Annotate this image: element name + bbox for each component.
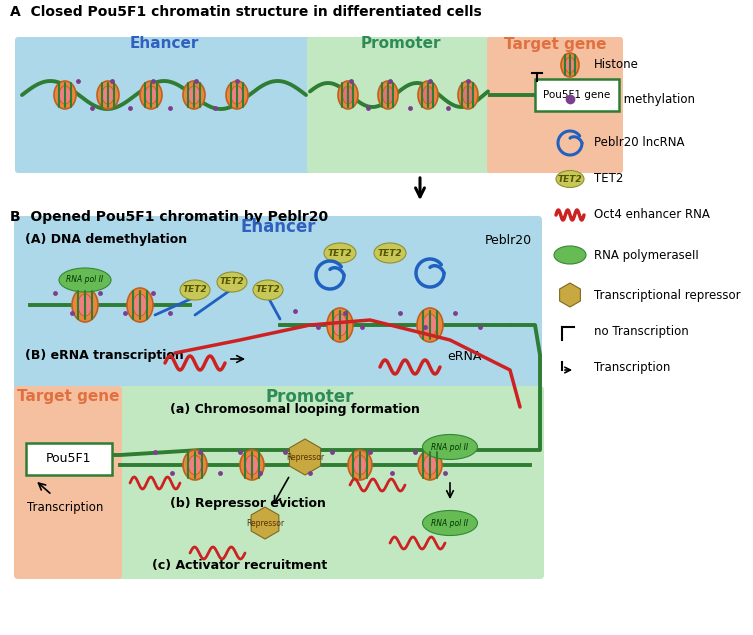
Text: (b) Repressor eviction: (b) Repressor eviction <box>170 497 326 509</box>
Ellipse shape <box>462 86 474 104</box>
Text: Target gene: Target gene <box>17 389 119 404</box>
Ellipse shape <box>324 243 356 263</box>
FancyBboxPatch shape <box>14 216 542 424</box>
Text: Repressor: Repressor <box>286 453 324 462</box>
Ellipse shape <box>231 86 243 104</box>
Ellipse shape <box>423 314 437 336</box>
Text: Peblr20: Peblr20 <box>485 234 532 246</box>
Text: TET2: TET2 <box>378 248 402 258</box>
Ellipse shape <box>188 455 202 475</box>
Ellipse shape <box>245 455 258 475</box>
Ellipse shape <box>140 81 162 109</box>
FancyBboxPatch shape <box>535 79 619 111</box>
Ellipse shape <box>561 53 579 77</box>
Text: Promoter: Promoter <box>266 388 354 406</box>
Ellipse shape <box>217 272 247 292</box>
FancyBboxPatch shape <box>15 37 313 173</box>
Ellipse shape <box>422 86 434 104</box>
Ellipse shape <box>417 308 443 342</box>
Ellipse shape <box>423 455 437 475</box>
Text: B  Opened Pou5F1 chromatin by Peblr20: B Opened Pou5F1 chromatin by Peblr20 <box>10 210 328 224</box>
Polygon shape <box>559 283 581 307</box>
Text: eRNA: eRNA <box>447 351 481 363</box>
Text: RNA pol II: RNA pol II <box>431 519 468 528</box>
Ellipse shape <box>127 288 153 322</box>
Ellipse shape <box>353 455 367 475</box>
Ellipse shape <box>556 171 584 187</box>
Ellipse shape <box>226 81 248 109</box>
Ellipse shape <box>253 280 283 300</box>
Ellipse shape <box>180 280 210 300</box>
Ellipse shape <box>383 86 394 104</box>
FancyBboxPatch shape <box>26 443 112 475</box>
Ellipse shape <box>378 81 398 109</box>
Text: Transcription: Transcription <box>27 500 103 514</box>
Polygon shape <box>289 439 321 475</box>
FancyBboxPatch shape <box>307 37 495 173</box>
Ellipse shape <box>458 81 478 109</box>
Ellipse shape <box>97 81 119 109</box>
FancyBboxPatch shape <box>14 386 122 579</box>
Ellipse shape <box>422 511 477 535</box>
Text: Histone: Histone <box>594 58 639 72</box>
Text: (a) Chromosomal looping formation: (a) Chromosomal looping formation <box>170 403 420 417</box>
Ellipse shape <box>374 243 406 263</box>
Ellipse shape <box>133 294 147 316</box>
Text: Oct4 enhancer RNA: Oct4 enhancer RNA <box>594 208 710 222</box>
Text: (c) Activator recruitment: (c) Activator recruitment <box>152 559 328 572</box>
Ellipse shape <box>348 450 372 480</box>
Text: TET2: TET2 <box>220 277 244 286</box>
Ellipse shape <box>338 81 358 109</box>
Ellipse shape <box>54 81 76 109</box>
Ellipse shape <box>422 434 477 460</box>
Ellipse shape <box>327 308 353 342</box>
Text: Transcriptional repressor: Transcriptional repressor <box>594 288 741 302</box>
Ellipse shape <box>183 450 207 480</box>
Text: no Transcription: no Transcription <box>594 326 689 338</box>
Text: Pou5F1: Pou5F1 <box>46 453 92 465</box>
FancyBboxPatch shape <box>111 386 544 579</box>
Text: (B) eRNA transcription: (B) eRNA transcription <box>25 349 184 361</box>
Ellipse shape <box>72 288 98 322</box>
Polygon shape <box>252 507 279 539</box>
Text: (A) DNA demethylation: (A) DNA demethylation <box>25 234 187 246</box>
Text: A  Closed Pou5F1 chromatin structure in differentiated cells: A Closed Pou5F1 chromatin structure in d… <box>10 5 482 19</box>
Text: Promoter: Promoter <box>361 36 441 51</box>
Text: TET2: TET2 <box>328 248 352 258</box>
Text: TET2: TET2 <box>183 286 207 295</box>
Ellipse shape <box>102 86 114 104</box>
Ellipse shape <box>78 294 92 316</box>
Text: TET2: TET2 <box>558 175 582 184</box>
Ellipse shape <box>183 81 205 109</box>
Text: RNA pol II: RNA pol II <box>431 443 468 451</box>
Ellipse shape <box>554 246 586 264</box>
Text: Ehancer: Ehancer <box>240 218 316 236</box>
Ellipse shape <box>418 450 442 480</box>
Text: Peblr20 lncRNA: Peblr20 lncRNA <box>594 137 684 149</box>
Ellipse shape <box>418 81 438 109</box>
Ellipse shape <box>59 268 111 292</box>
Ellipse shape <box>59 86 71 104</box>
Ellipse shape <box>145 86 157 104</box>
Text: TET2: TET2 <box>594 173 623 185</box>
Ellipse shape <box>565 57 575 73</box>
Text: Transcription: Transcription <box>594 361 670 373</box>
Text: DNA methylation: DNA methylation <box>594 93 695 105</box>
Ellipse shape <box>333 314 347 336</box>
Ellipse shape <box>240 450 264 480</box>
Text: RNA polymeraseII: RNA polymeraseII <box>594 248 699 262</box>
Ellipse shape <box>343 86 353 104</box>
FancyBboxPatch shape <box>487 37 623 173</box>
Text: RNA pol II: RNA pol II <box>66 276 104 284</box>
Text: Ehancer: Ehancer <box>130 36 199 51</box>
Text: Target gene: Target gene <box>504 37 606 53</box>
Text: Repressor: Repressor <box>246 519 284 528</box>
Text: TET2: TET2 <box>256 286 280 295</box>
Text: Pou5F1 gene: Pou5F1 gene <box>544 90 611 100</box>
Ellipse shape <box>188 86 200 104</box>
